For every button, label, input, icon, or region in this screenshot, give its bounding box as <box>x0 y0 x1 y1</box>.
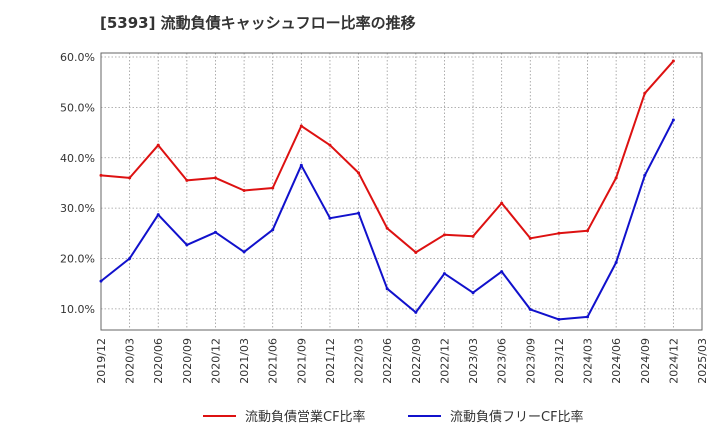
x-tick-label: 2020/06 <box>152 338 165 384</box>
data-point <box>99 173 103 177</box>
x-tick-label: 2020/12 <box>209 338 222 384</box>
y-tick-label: 50.0% <box>60 101 95 114</box>
data-point <box>500 270 504 274</box>
x-tick-label: 2022/03 <box>353 338 366 384</box>
x-tick-label: 2022/12 <box>438 338 451 384</box>
chart-title: [5393] 流動負債キャッシュフロー比率の推移 <box>100 14 416 32</box>
data-point <box>299 163 303 167</box>
x-tick-label: 2024/12 <box>667 338 680 384</box>
data-point <box>442 272 446 276</box>
legend-label-2: 流動負債フリーCF比率 <box>450 409 584 425</box>
data-point <box>442 233 446 237</box>
data-point <box>528 236 532 240</box>
y-tick-label: 60.0% <box>60 51 95 64</box>
x-tick-label: 2024/06 <box>610 338 623 384</box>
x-tick-label: 2023/12 <box>553 338 566 384</box>
x-tick-label: 2021/03 <box>238 338 251 384</box>
data-point <box>471 291 475 295</box>
data-point <box>528 307 532 311</box>
x-tick-label: 2025/03 <box>696 338 709 384</box>
x-tick-label: 2021/12 <box>324 338 337 384</box>
data-point <box>271 186 275 190</box>
x-tick-label: 2023/09 <box>524 338 537 384</box>
data-point <box>557 317 561 321</box>
data-point <box>242 250 246 254</box>
data-point <box>614 176 618 180</box>
data-point <box>213 176 217 180</box>
data-point <box>471 234 475 238</box>
x-axis-labels: 2019/12 2020/03 2020/06 2020/09 2020/12 2021/… <box>95 338 709 384</box>
data-point <box>128 176 132 180</box>
x-tick-label: 2021/06 <box>267 338 280 384</box>
y-axis-labels: 10.0% 20.0% 30.0% 40.0% 50.0% 60.0% <box>60 51 95 316</box>
legend-label-1: 流動負債営業CF比率 <box>245 409 366 425</box>
y-tick-label: 30.0% <box>60 202 95 215</box>
data-point <box>671 59 675 63</box>
x-tick-label: 2024/09 <box>639 338 652 384</box>
data-point <box>242 188 246 192</box>
data-point <box>614 261 618 265</box>
y-tick-label: 40.0% <box>60 152 95 165</box>
data-point <box>357 171 361 175</box>
data-point <box>643 91 647 95</box>
data-point <box>586 315 590 319</box>
data-point <box>299 124 303 128</box>
x-tick-label: 2022/09 <box>410 338 423 384</box>
series-lines <box>99 59 675 321</box>
data-point <box>156 143 160 147</box>
x-tick-label: 2021/09 <box>295 338 308 384</box>
grid-lines <box>100 53 703 330</box>
data-point <box>414 250 418 254</box>
x-tick-label: 2020/03 <box>124 338 137 384</box>
data-point <box>271 228 275 232</box>
data-point <box>643 173 647 177</box>
data-point <box>213 230 217 234</box>
data-point <box>328 143 332 147</box>
data-point <box>328 216 332 220</box>
data-point <box>586 229 590 233</box>
data-point <box>99 279 103 283</box>
data-point <box>500 201 504 205</box>
x-tick-label: 2020/09 <box>181 338 194 384</box>
plot-border <box>100 52 703 331</box>
data-point <box>385 226 389 230</box>
x-tick-label: 2023/06 <box>496 338 509 384</box>
x-tick-label: 2024/03 <box>582 338 595 384</box>
x-tick-label: 2023/03 <box>467 338 480 384</box>
x-tick-label: 2022/06 <box>381 338 394 384</box>
x-tick-label: 2019/12 <box>95 338 108 384</box>
legend: 流動負債営業CF比率 流動負債フリーCF比率 <box>203 409 584 425</box>
data-point <box>385 287 389 291</box>
data-point <box>557 231 561 235</box>
data-point <box>185 243 189 247</box>
data-point <box>128 256 132 260</box>
plot-background <box>101 53 702 330</box>
data-point <box>671 118 675 122</box>
y-tick-label: 20.0% <box>60 252 95 265</box>
data-point <box>357 211 361 215</box>
y-tick-label: 10.0% <box>60 303 95 316</box>
data-point <box>156 213 160 217</box>
data-point <box>185 178 189 182</box>
data-point <box>414 310 418 314</box>
